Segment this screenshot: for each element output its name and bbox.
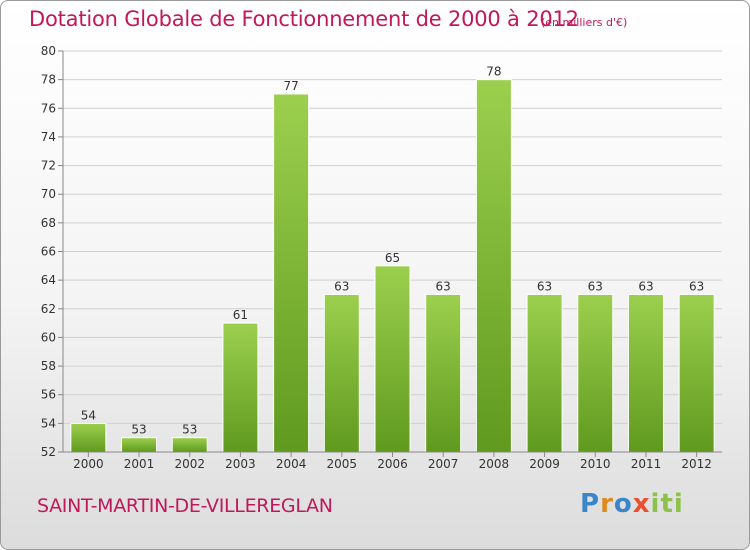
y-tick-label: 64: [41, 273, 56, 287]
proxiti-logo[interactable]: Proxiti: [580, 489, 684, 519]
x-tick-label-2000: 2000: [73, 457, 104, 471]
bar-2007: [425, 293, 462, 453]
bar-2004: [273, 93, 310, 453]
x-axis: 2000 2001 2002 2003 2004 2005 2006 2007 2008 2009…: [63, 451, 722, 471]
x-tick-label-2001: 2001: [124, 457, 155, 471]
bar-2000: [70, 422, 107, 453]
y-tick-label: 70: [41, 187, 56, 201]
value-label-2011: 63: [638, 279, 653, 293]
x-tick-label-2007: 2007: [428, 457, 459, 471]
x-tick-label-2006: 2006: [377, 457, 408, 471]
value-label-2003: 61: [233, 308, 248, 322]
value-label-2007: 63: [436, 279, 451, 293]
value-label-2000: 54: [81, 408, 96, 422]
x-tick-label-2005: 2005: [327, 457, 358, 471]
y-tick-label: 78: [41, 73, 56, 87]
value-label-2008: 78: [486, 65, 501, 79]
value-label-2001: 53: [131, 423, 146, 437]
bar-2012: [678, 293, 715, 453]
value-label-2004: 77: [283, 79, 298, 93]
value-label-2009: 63: [537, 279, 552, 293]
y-tick-label: 72: [41, 159, 56, 173]
y-tick-label: 60: [41, 330, 56, 344]
y-tick-label: 74: [41, 130, 56, 144]
bar-2003: [222, 322, 259, 453]
bars: 54 53 53 61 77 63 65 63 78 63 63 63 63: [70, 65, 715, 453]
x-tick-label-2009: 2009: [529, 457, 560, 471]
x-tick-label-2003: 2003: [225, 457, 256, 471]
value-label-2010: 63: [588, 279, 603, 293]
bar-2006: [374, 265, 411, 453]
value-label-2002: 53: [182, 423, 197, 437]
x-tick-label-2004: 2004: [276, 457, 307, 471]
y-tick-label: 56: [41, 388, 56, 402]
bar-2010: [577, 293, 614, 453]
value-label-2005: 63: [334, 279, 349, 293]
chart-title: Dotation Globale de Fonctionnement de 20…: [29, 7, 579, 31]
x-tick-label-2008: 2008: [479, 457, 510, 471]
chart-subtitle: (en milliers d'€): [541, 16, 628, 29]
y-tick-label: 58: [41, 359, 56, 373]
y-tick-label: 68: [41, 216, 56, 230]
y-tick-label: 80: [41, 44, 56, 58]
y-tick-label: 76: [41, 101, 56, 115]
bar-2011: [627, 293, 664, 453]
bar-2002: [171, 437, 208, 453]
bar-2009: [526, 293, 563, 453]
y-tick-label: 66: [41, 245, 56, 259]
y-axis: 52 54 56 58 60 62 64 66 68 70 72 74 76 78 80: [41, 44, 64, 459]
y-tick-label: 52: [41, 445, 56, 459]
commune-name: SAINT-MARTIN-DE-VILLEREGLAN: [37, 495, 333, 517]
bar-2008: [475, 79, 512, 453]
value-label-2006: 65: [385, 251, 400, 265]
y-tick-label: 62: [41, 302, 56, 316]
value-label-2012: 63: [689, 279, 704, 293]
x-tick-label-2002: 2002: [174, 457, 205, 471]
bar-2001: [121, 437, 158, 453]
x-tick-label-2011: 2011: [631, 457, 662, 471]
bar-2005: [323, 293, 360, 453]
x-tick-label-2010: 2010: [580, 457, 611, 471]
x-tick-label-2012: 2012: [681, 457, 712, 471]
y-tick-label: 54: [41, 416, 56, 430]
